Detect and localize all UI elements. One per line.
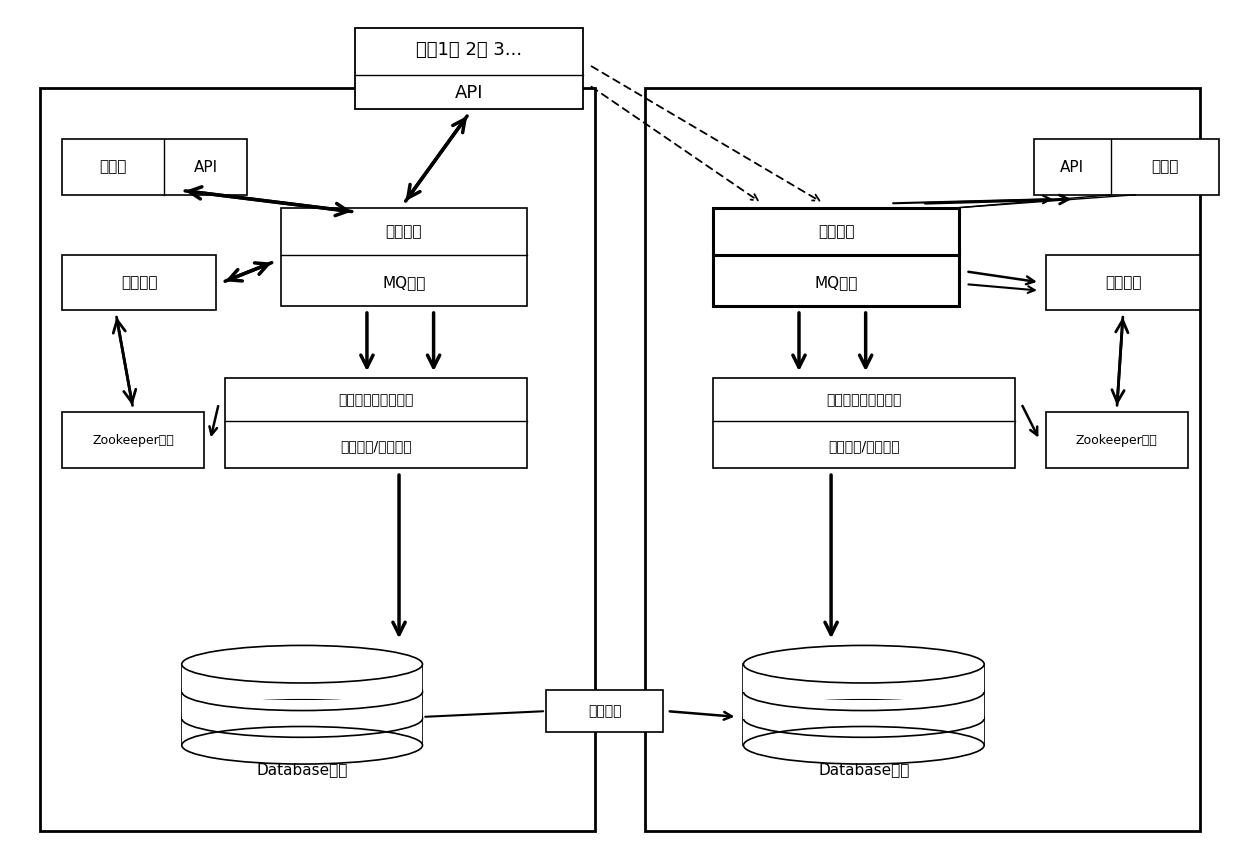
Text: Zookeeper集群: Zookeeper集群 (92, 434, 174, 447)
Bar (744, 673, 985, 691)
Text: 监控系统: 监控系统 (1105, 275, 1141, 289)
Text: Zookeeper集群: Zookeeper集群 (1076, 434, 1158, 447)
Bar (182, 673, 423, 691)
Text: Database集群: Database集群 (257, 762, 347, 777)
Text: API: API (1060, 160, 1085, 174)
Bar (546, 690, 663, 733)
Bar (40, 88, 595, 831)
Bar (355, 28, 583, 109)
Bar (62, 254, 216, 310)
Bar (1045, 254, 1200, 310)
Text: 客户端: 客户端 (1151, 160, 1179, 174)
Ellipse shape (182, 645, 423, 683)
Bar (744, 700, 985, 718)
Bar (1045, 412, 1188, 468)
Text: 缓存（内存数据库）: 缓存（内存数据库） (339, 393, 414, 407)
Bar (224, 378, 527, 468)
Text: 落盘服务/日终补齐: 落盘服务/日终补齐 (828, 440, 899, 454)
Bar (645, 88, 1200, 831)
Bar (713, 208, 960, 306)
Bar (182, 664, 423, 746)
Bar (62, 139, 247, 195)
Text: 日终同步: 日终同步 (588, 704, 621, 718)
Text: 客户端: 客户端 (99, 160, 126, 174)
Text: 权限管理: 权限管理 (386, 223, 423, 239)
Text: API: API (193, 160, 217, 174)
Text: 权限管理: 权限管理 (817, 223, 854, 239)
Text: 监控系统: 监控系统 (122, 275, 157, 289)
Text: 系瀇1、 2、 3...: 系瀇1、 2、 3... (415, 41, 522, 59)
Text: 落盘服务/日终补齐: 落盘服务/日终补齐 (341, 440, 412, 454)
Text: API: API (455, 84, 484, 102)
Bar (713, 378, 1016, 468)
Text: Database集群: Database集群 (818, 762, 909, 777)
Bar (182, 700, 423, 718)
Bar (62, 412, 205, 468)
Bar (744, 664, 985, 746)
Ellipse shape (744, 727, 985, 764)
Ellipse shape (744, 645, 985, 683)
Ellipse shape (182, 727, 423, 764)
Text: MQ集群: MQ集群 (815, 275, 858, 289)
Bar (280, 208, 527, 306)
Bar (1033, 139, 1219, 195)
Text: MQ集群: MQ集群 (382, 275, 425, 289)
Text: 缓存（内存数据库）: 缓存（内存数据库） (826, 393, 901, 407)
